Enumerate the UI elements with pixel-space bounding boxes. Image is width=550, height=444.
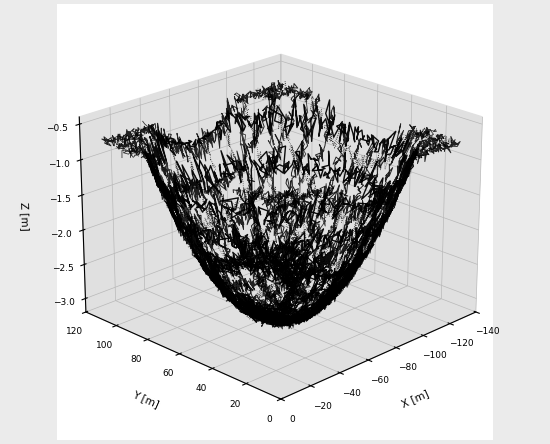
X-axis label: X [m]: X [m] [400,388,431,409]
Y-axis label: Y [m]: Y [m] [131,388,161,409]
